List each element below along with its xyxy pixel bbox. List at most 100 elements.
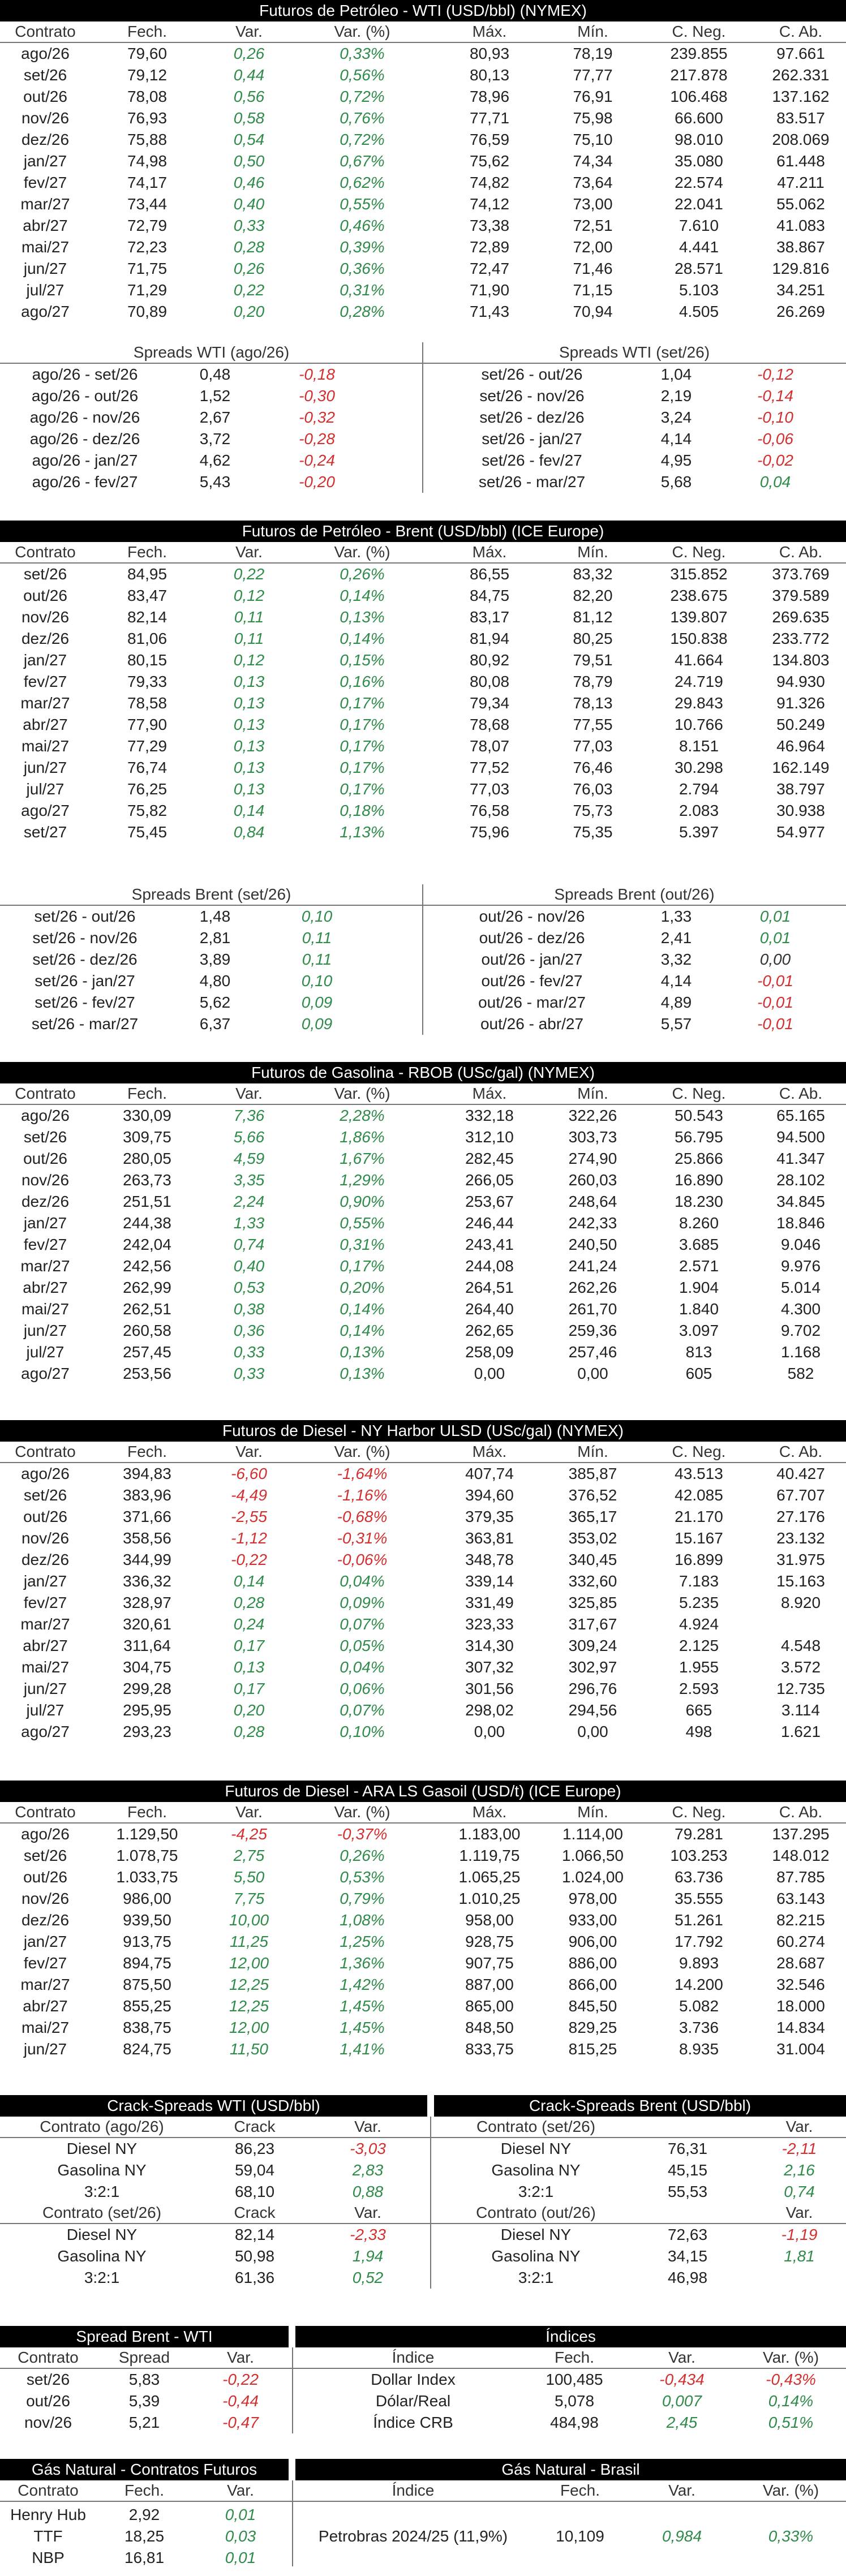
- value-cell: 55.062: [776, 195, 825, 213]
- index-change: 2,45: [666, 2414, 698, 2431]
- value-cell: 75,96: [469, 823, 510, 841]
- value-cell: 263,73: [123, 1171, 171, 1189]
- value-cell: 344,99: [123, 1551, 171, 1568]
- value-cell: 7.183: [678, 1572, 719, 1590]
- value-cell: 894,75: [123, 1954, 171, 1972]
- value-cell: 0,17%: [340, 780, 385, 798]
- spread-value: 4,80: [199, 972, 231, 990]
- wti-row: dez/26 75,88 0,54 0,72% 76,59 75,10 98.010 208.…: [0, 129, 846, 150]
- contract-cell: mar/27: [20, 1976, 70, 1993]
- value-cell: 0,20%: [340, 1279, 385, 1296]
- value-cell: 35.555: [675, 1890, 723, 1907]
- value-cell: 79,51: [573, 651, 613, 669]
- spread-change: -0,12: [757, 365, 793, 383]
- value-cell: 76,93: [127, 109, 168, 127]
- value-cell: 1.065,25: [458, 1868, 521, 1886]
- wti-row: nov/26 76,93 0,58 0,76% 77,71 75,98 66.600 83.5…: [0, 107, 846, 129]
- value-cell: 379,35: [465, 1508, 514, 1525]
- value-cell: 137.295: [772, 1825, 830, 1843]
- contract-cell: set/26: [26, 2371, 70, 2388]
- value-cell: 9.893: [678, 1954, 719, 1972]
- value-cell: 0,00: [577, 1723, 608, 1740]
- value-cell: 0,26: [233, 260, 265, 277]
- gas-brasil-change-pct: 0,33%: [768, 2527, 814, 2545]
- column-header: Máx.: [472, 543, 507, 561]
- spread-pair: ago/26 - out/26: [31, 387, 139, 405]
- value-cell: 0,10%: [340, 1723, 385, 1740]
- value-cell: 72,00: [573, 238, 613, 256]
- contract-cell: ago/26: [21, 1465, 70, 1482]
- value-cell: 74,98: [127, 152, 168, 170]
- column-header: C. Ab.: [779, 1803, 823, 1821]
- value-cell: 242,56: [123, 1257, 171, 1275]
- column-header: Var.: [354, 2204, 381, 2221]
- contract-cell: jun/27: [23, 2040, 67, 2058]
- spreads-left-title: Spreads Brent (set/26): [131, 885, 291, 903]
- spread-value: 4,14: [660, 972, 692, 990]
- value-cell: 336,32: [123, 1572, 171, 1590]
- column-header: Var.: [235, 23, 263, 40]
- brent-spread-row: set/26 - mar/27 6,37 0,09 out/26 - abr/27 5,…: [0, 1013, 846, 1035]
- gasoil-row: mar/27 875,50 12,25 1,42% 887,00 866,00 14.200…: [0, 1974, 846, 1996]
- column-header: Var. (%): [334, 23, 390, 40]
- value-cell: 2,24: [233, 1193, 265, 1210]
- value-cell: 1,86%: [340, 1128, 385, 1146]
- column-header: Máx.: [472, 1803, 507, 1821]
- value-cell: 0,56%: [340, 66, 385, 84]
- value-cell: 0,33: [233, 1365, 265, 1382]
- gas-row: NBP 16,81 0,01: [0, 2547, 846, 2569]
- index-change: -0,434: [659, 2371, 705, 2388]
- value-cell: 208.069: [772, 131, 830, 148]
- value-cell: 8.151: [678, 737, 719, 755]
- value-cell: 84,75: [469, 587, 510, 604]
- column-header: Spread: [118, 2349, 170, 2366]
- value-cell: 41.083: [776, 217, 825, 234]
- value-cell: 282,45: [465, 1150, 514, 1167]
- value-cell: -0,06%: [337, 1551, 388, 1568]
- crack-change: -2,11: [781, 2140, 817, 2157]
- value-cell: 78,96: [469, 88, 510, 105]
- value-cell: 1.904: [678, 1279, 719, 1296]
- contract-cell: jun/27: [23, 759, 67, 776]
- crack-brent-title: Crack-Spreads Brent (USD/bbl): [434, 2095, 846, 2117]
- value-cell: 77,55: [573, 716, 613, 733]
- column-header: Var.: [785, 2118, 813, 2135]
- value-cell: 262,26: [568, 1279, 617, 1296]
- value-cell: 73,00: [573, 195, 613, 213]
- value-cell: 582: [787, 1365, 814, 1382]
- value-cell: 0,16%: [340, 673, 385, 690]
- value-cell: 0,18%: [340, 802, 385, 819]
- contract-cell: ago/27: [21, 1365, 70, 1382]
- value-cell: 0,39%: [340, 238, 385, 256]
- crack-row: Gasolina NY 50,98 1,94 Gasolina NY 34,15 1,81: [0, 2246, 846, 2267]
- crack-value: 34,15: [667, 2247, 708, 2265]
- value-cell: 241,24: [568, 1257, 617, 1275]
- contract-cell: jul/27: [26, 1343, 65, 1361]
- value-cell: 60.274: [776, 1933, 825, 1950]
- value-cell: 0,74: [233, 1236, 265, 1253]
- ulsd-row: jan/27 336,32 0,14 0,04% 339,14 332,60 7.183 15…: [0, 1571, 846, 1592]
- rbob-table-title: Futuros de Gasolina - RBOB (USc/gal) (NY…: [0, 1062, 846, 1083]
- value-cell: 86,55: [469, 565, 510, 583]
- value-cell: 79,60: [127, 45, 168, 62]
- column-header: Crack: [234, 2204, 276, 2221]
- spread-pair: set/26 - dez/26: [479, 408, 585, 426]
- contract-cell: dez/26: [21, 1551, 70, 1568]
- value-cell: 12.735: [776, 1680, 825, 1697]
- wti-spread-row: ago/26 - dez/26 3,72 -0,28 set/26 - jan/27 4…: [0, 428, 846, 450]
- value-cell: 50.543: [675, 1107, 723, 1124]
- value-cell: 311,64: [123, 1637, 171, 1654]
- gas-change: 0,03: [225, 2527, 256, 2545]
- spread-change: 0,09: [301, 994, 333, 1011]
- value-cell: 824,75: [123, 2040, 171, 2058]
- ulsd-row: dez/26 344,99 -0,22 -0,06% 348,78 340,45 16.89…: [0, 1549, 846, 1571]
- value-cell: 0,00: [474, 1723, 505, 1740]
- contract-cell: set/26: [23, 565, 67, 583]
- value-cell: 5.235: [678, 1594, 719, 1611]
- value-cell: 78,68: [469, 716, 510, 733]
- value-cell: 0,06%: [340, 1680, 385, 1697]
- brent-spread-row: set/26 - dez/26 3,89 0,11 out/26 - jan/27 3,…: [0, 949, 846, 970]
- value-cell: 875,50: [123, 1976, 171, 1993]
- value-cell: 0,00: [474, 1365, 505, 1382]
- value-cell: 75,45: [127, 823, 168, 841]
